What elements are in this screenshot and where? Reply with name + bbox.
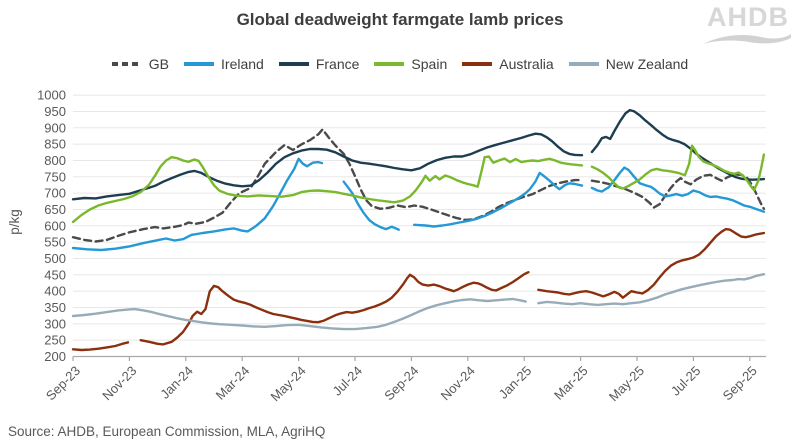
y-tick-label: 550	[44, 235, 66, 250]
legend-swatch-australia	[462, 62, 493, 66]
legend-label-france: France	[315, 56, 360, 72]
x-tick-label: May-24	[267, 363, 308, 404]
x-tick-label: Sep-24	[381, 363, 421, 403]
y-tick-label: 950	[44, 104, 66, 119]
y-tick-label: 1000	[37, 88, 66, 103]
series-line	[590, 108, 766, 181]
series-line	[342, 180, 400, 231]
legend-item-france: France	[278, 56, 360, 72]
legend-item-ireland: Ireland	[184, 56, 264, 72]
legend-swatch-new-zealand	[568, 62, 599, 66]
series-line	[71, 341, 130, 352]
y-tick-label: 650	[44, 202, 66, 217]
x-tick-label: Nov-23	[99, 363, 139, 403]
x-tick-label: Mar-24	[213, 363, 253, 403]
series-line	[537, 273, 766, 307]
ahdb-logo-swoosh-icon	[703, 34, 791, 44]
series-france	[71, 108, 766, 201]
legend-label-spain: Spain	[411, 56, 448, 72]
series-line	[71, 128, 584, 243]
series-line	[590, 144, 766, 192]
legend-label-ireland: Ireland	[221, 56, 264, 72]
x-tick-label: May-25	[606, 363, 647, 404]
legend-item-new-zealand: New Zealand	[568, 56, 689, 72]
y-tick-label: 700	[44, 186, 66, 201]
y-tick-label: 200	[44, 349, 66, 364]
y-tick-label: 250	[44, 333, 66, 348]
series-australia	[71, 227, 766, 352]
y-tick-label: 900	[44, 120, 66, 135]
legend: GB Ireland France Spain Australia New Ze…	[0, 56, 800, 72]
source-note: Source: AHDB, European Commission, MLA, …	[8, 424, 326, 439]
series-line	[71, 297, 527, 331]
legend-swatch-spain	[374, 62, 405, 66]
y-tick-label: 450	[44, 267, 66, 282]
legend-item-australia: Australia	[462, 56, 554, 72]
ahdb-logo-text: AHDB	[707, 2, 789, 32]
x-tick-label: Sep-23	[43, 363, 83, 403]
y-tick-label: 500	[44, 251, 66, 266]
x-tick-label: Sep-25	[720, 363, 760, 403]
x-tick-label: Jul-25	[668, 363, 704, 399]
y-tick-label: 750	[44, 169, 66, 184]
plot-area: p/kg Sep-23 Nov-23 Jan-24 Mar-24 May-24 Jul-2…	[7, 88, 766, 404]
series-line	[139, 271, 530, 346]
x-tick-label: Jul-24	[329, 363, 365, 399]
legend-label-new-zealand: New Zealand	[605, 56, 689, 72]
y-tick-label: 350	[44, 300, 66, 315]
series-new-zealand	[71, 273, 766, 331]
gridlines	[73, 94, 766, 341]
series-line	[71, 155, 584, 224]
y-tick-label: 800	[44, 153, 66, 168]
x-axis-labels: Sep-23 Nov-23 Jan-24 Mar-24 May-24 Jul-24 Sep-…	[43, 356, 760, 404]
y-tick-label: 400	[44, 284, 66, 299]
series-line	[590, 166, 766, 213]
y-tick-label: 300	[44, 316, 66, 331]
x-tick-label: Jan-25	[496, 363, 535, 402]
legend-swatch-gb	[111, 62, 142, 66]
x-tick-label: Mar-25	[551, 363, 591, 403]
y-tick-label: 850	[44, 137, 66, 152]
ahdb-logo: AHDB	[701, 4, 795, 45]
series-line	[537, 227, 766, 299]
x-tick-label: Jan-24	[157, 363, 196, 402]
chart-title: Global deadweight farmgate lamb prices	[236, 10, 564, 29]
legend-item-spain: Spain	[374, 56, 447, 72]
legend-label-gb: GB	[148, 56, 170, 72]
series-line	[71, 132, 584, 201]
series-ireland	[71, 157, 766, 252]
legend-swatch-france	[278, 62, 309, 66]
series-line	[71, 157, 324, 252]
legend-item-gb: GB	[111, 56, 170, 72]
legend-swatch-ireland	[184, 62, 215, 66]
x-tick-label: Nov-24	[438, 363, 478, 403]
y-tick-label: 600	[44, 218, 66, 233]
series-line	[413, 171, 584, 228]
legend-label-australia: Australia	[499, 56, 554, 72]
series-spain	[71, 144, 766, 224]
y-axis-title: p/kg	[7, 209, 22, 235]
